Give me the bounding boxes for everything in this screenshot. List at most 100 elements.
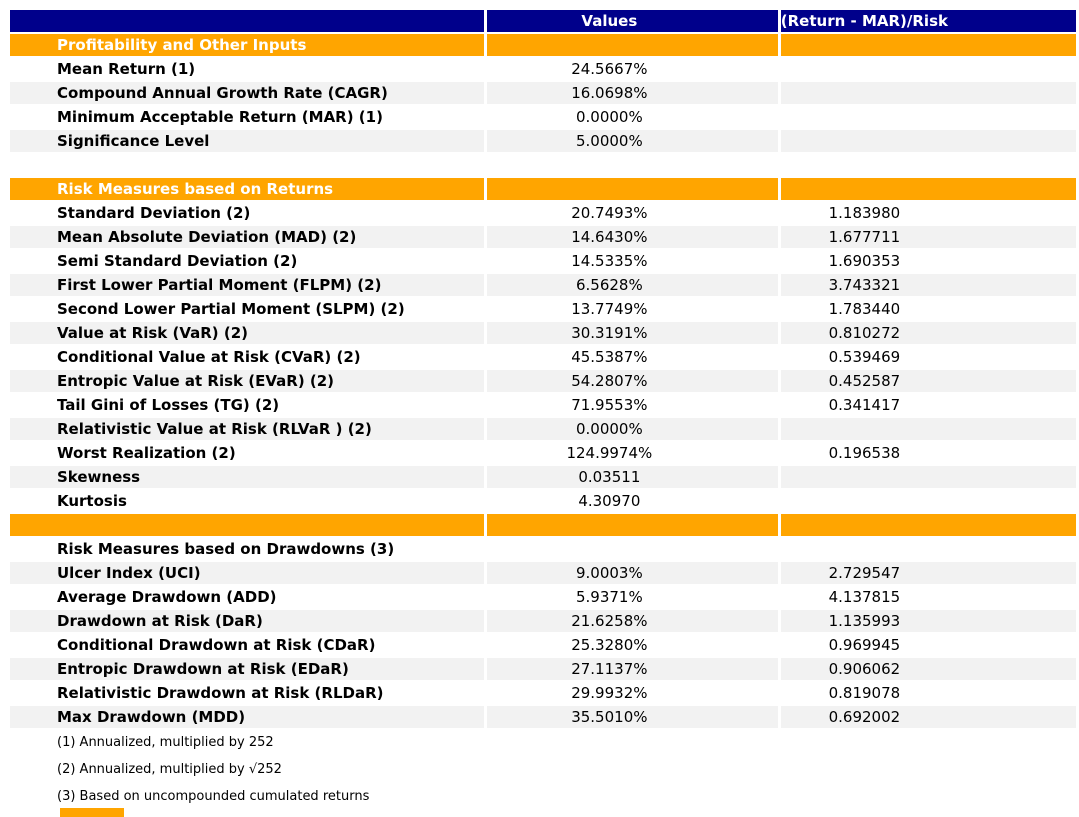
row-ratio: 1.690353 [780,250,1076,272]
row-label: Mean Return (1) [10,58,484,80]
row-value [486,538,778,560]
data-row: Worst Realization (2) 124.9974% 0.196538 [10,442,1076,464]
data-row: Risk Measures based on Drawdowns (3) [10,538,1076,560]
data-row: Semi Standard Deviation (2) 14.5335% 1.690… [10,250,1076,272]
row-value: 6.5628% [486,274,778,296]
row-ratio [780,466,1076,488]
row-value: 9.0003% [486,562,778,584]
row-label: Second Lower Partial Moment (SLPM) (2) [10,298,484,320]
data-row: Minimum Acceptable Return (MAR) (1) 0.000… [10,106,1076,128]
row-ratio [780,418,1076,440]
row-ratio: 0.819078 [780,682,1076,704]
row-label: Kurtosis [10,490,484,512]
row-label: Max Drawdown (MDD) [10,706,484,728]
report-table-body: Profitability and Other Inputs Mean Retur… [10,34,1076,809]
row-label: Minimum Acceptable Return (MAR) (1) [10,106,484,128]
data-row: Tail Gini of Losses (TG) (2) 71.9553% 0.34… [10,394,1076,416]
row-value: 30.3191% [486,322,778,344]
row-value [486,34,778,56]
row-value: 71.9553% [486,394,778,416]
table-header-row: Values (Return - MAR)/Risk [10,10,1076,32]
row-ratio: 1.135993 [780,610,1076,632]
row-value: 14.6430% [486,226,778,248]
row-label: Entropic Drawdown at Risk (EDaR) [10,658,484,680]
row-label: Relativistic Drawdown at Risk (RLDaR) [10,682,484,704]
row-value: 14.5335% [486,250,778,272]
row-value [486,178,778,200]
row-value: 20.7493% [486,202,778,224]
header-cell-values: Values [486,10,778,32]
data-row: Average Drawdown (ADD) 5.9371% 4.137815 [10,586,1076,608]
row-ratio: 1.183980 [780,202,1076,224]
footnote-row: (2) Annualized, multiplied by √252 [10,757,1076,782]
row-label: Risk Measures based on Drawdowns (3) [10,538,484,560]
row-label: Conditional Drawdown at Risk (CDaR) [10,634,484,656]
row-label: Worst Realization (2) [10,442,484,464]
row-value [486,514,778,536]
row-ratio: 0.341417 [780,394,1076,416]
data-row: Standard Deviation (2) 20.7493% 1.183980 [10,202,1076,224]
data-row: First Lower Partial Moment (FLPM) (2) 6.5… [10,274,1076,296]
cutoff-orange-bar [60,808,124,817]
row-label: Compound Annual Growth Rate (CAGR) [10,82,484,104]
data-row: Second Lower Partial Moment (SLPM) (2) 13… [10,298,1076,320]
section-row: Risk Measures based on Returns [10,178,1076,200]
data-row: Mean Absolute Deviation (MAD) (2) 14.6430… [10,226,1076,248]
footnote-row: (1) Annualized, multiplied by 252 [10,730,1076,755]
footnote-text: (3) Based on uncompounded cumulated retu… [10,784,1076,809]
row-value: 13.7749% [486,298,778,320]
row-ratio: 0.692002 [780,706,1076,728]
row-value: 5.9371% [486,586,778,608]
row-ratio [780,130,1076,152]
section-row: Profitability and Other Inputs [10,34,1076,56]
row-ratio: 0.969945 [780,634,1076,656]
row-value: 45.5387% [486,346,778,368]
data-row: Significance Level 5.0000% [10,130,1076,152]
row-label: Semi Standard Deviation (2) [10,250,484,272]
row-label [10,514,484,536]
row-value: 29.9932% [486,682,778,704]
row-value: 4.30970 [486,490,778,512]
row-ratio [780,490,1076,512]
row-ratio: 4.137815 [780,586,1076,608]
data-row: Value at Risk (VaR) (2) 30.3191% 0.810272 [10,322,1076,344]
header-cell-return-mar-risk: (Return - MAR)/Risk [780,10,1076,32]
data-row: Mean Return (1) 24.5667% [10,58,1076,80]
row-value: 21.6258% [486,610,778,632]
data-row: Entropic Drawdown at Risk (EDaR) 27.1137%… [10,658,1076,680]
row-value: 124.9974% [486,442,778,464]
row-label: Risk Measures based on Returns [10,178,484,200]
row-label: Skewness [10,466,484,488]
row-ratio [780,154,1076,176]
row-label: Profitability and Other Inputs [10,34,484,56]
row-value: 27.1137% [486,658,778,680]
risk-report-table: Values (Return - MAR)/Risk Profitability… [7,8,1079,811]
row-value: 0.0000% [486,106,778,128]
data-row: Relativistic Drawdown at Risk (RLDaR) 29.… [10,682,1076,704]
row-ratio [780,514,1076,536]
row-ratio: 2.729547 [780,562,1076,584]
row-ratio: 1.677711 [780,226,1076,248]
row-value: 16.0698% [486,82,778,104]
row-ratio [780,178,1076,200]
data-row: Max Drawdown (MDD) 35.5010% 0.692002 [10,706,1076,728]
row-ratio: 0.810272 [780,322,1076,344]
row-ratio [780,106,1076,128]
footnote-row: (3) Based on uncompounded cumulated retu… [10,784,1076,809]
row-ratio: 1.783440 [780,298,1076,320]
row-ratio: 0.906062 [780,658,1076,680]
row-label: Conditional Value at Risk (CVaR) (2) [10,346,484,368]
data-row: Entropic Value at Risk (EVaR) (2) 54.2807… [10,370,1076,392]
row-label: Average Drawdown (ADD) [10,586,484,608]
row-value [486,154,778,176]
row-label: First Lower Partial Moment (FLPM) (2) [10,274,484,296]
data-row: Conditional Value at Risk (CVaR) (2) 45.5… [10,346,1076,368]
spacer-row [10,154,1076,176]
data-row: Kurtosis 4.30970 [10,490,1076,512]
data-row: Relativistic Value at Risk (RLVaR ) (2) 0… [10,418,1076,440]
data-row: Skewness 0.03511 [10,466,1076,488]
row-value: 0.03511 [486,466,778,488]
row-label: Tail Gini of Losses (TG) (2) [10,394,484,416]
row-value: 5.0000% [486,130,778,152]
row-label: Value at Risk (VaR) (2) [10,322,484,344]
